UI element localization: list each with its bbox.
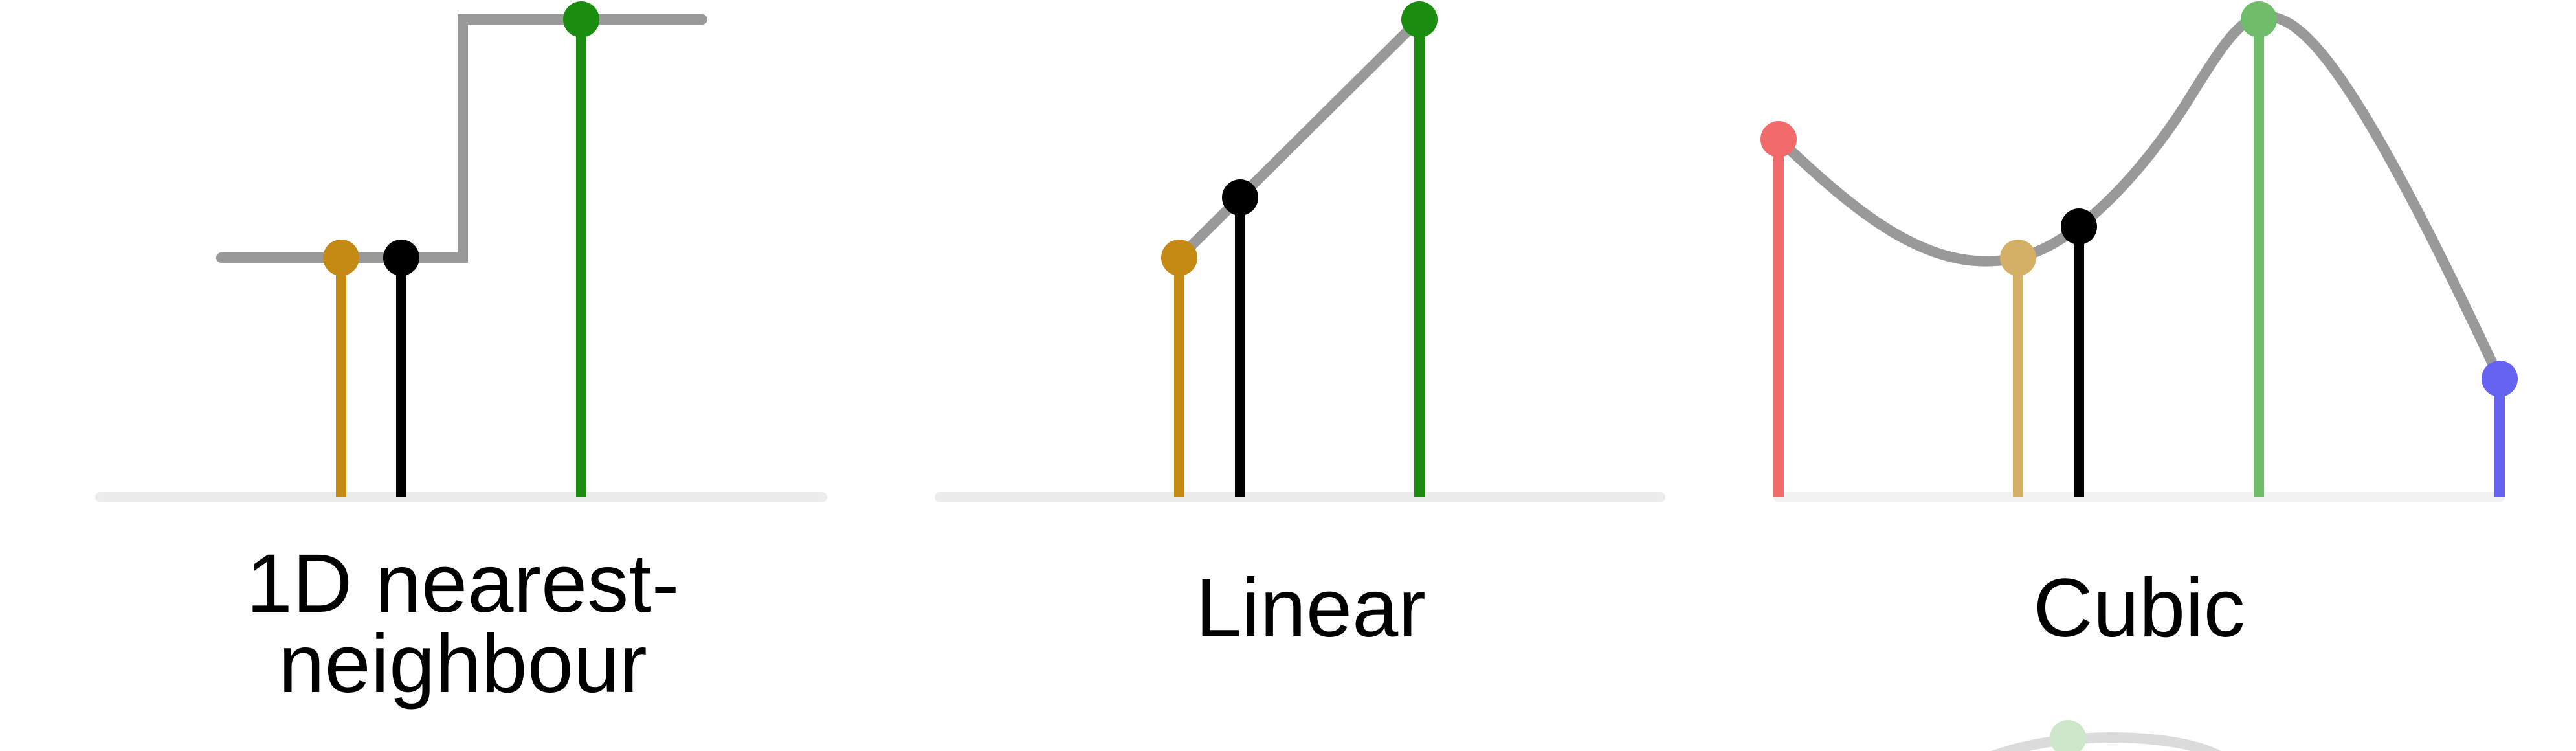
cubic-far-right-sample-dot bbox=[2482, 361, 2518, 397]
cubic-right-sample-dot bbox=[2241, 1, 2277, 38]
cubic-panel-label: Cubic bbox=[2033, 562, 2245, 655]
nearest-query-dot bbox=[383, 240, 419, 276]
linear-left-sample-dot bbox=[1161, 240, 1197, 276]
cubic-far-left-sample-dot bbox=[1760, 121, 1797, 157]
linear-panel bbox=[935, 1, 1665, 502]
cubic-left-sample-dot bbox=[2000, 240, 2036, 276]
linear-panel-label: Linear bbox=[1195, 562, 1426, 655]
faint-bottom-curve bbox=[1991, 732, 2221, 751]
nearest-panel bbox=[95, 1, 827, 502]
cubic-query-dot bbox=[2061, 208, 2097, 245]
cubic-interp-curve bbox=[1773, 10, 2505, 384]
nearest-step-curve bbox=[216, 14, 707, 263]
nearest-right-sample-dot bbox=[563, 1, 599, 38]
faint-bottom-dot bbox=[2050, 720, 2086, 751]
linear-right-sample-dot bbox=[1401, 1, 1438, 38]
nearest-panel-label: 1D nearest- neighbour bbox=[91, 537, 835, 710]
nearest-label-line-2: neighbour bbox=[278, 618, 647, 710]
nearest-label-line-1: 1D nearest- bbox=[246, 537, 680, 630]
nearest-left-sample-dot bbox=[323, 240, 359, 276]
linear-query-dot bbox=[1222, 179, 1258, 216]
faint-bottom-fragment bbox=[1991, 720, 2221, 751]
linear-interp-line bbox=[1174, 14, 1425, 263]
cubic-panel bbox=[1760, 1, 2518, 502]
